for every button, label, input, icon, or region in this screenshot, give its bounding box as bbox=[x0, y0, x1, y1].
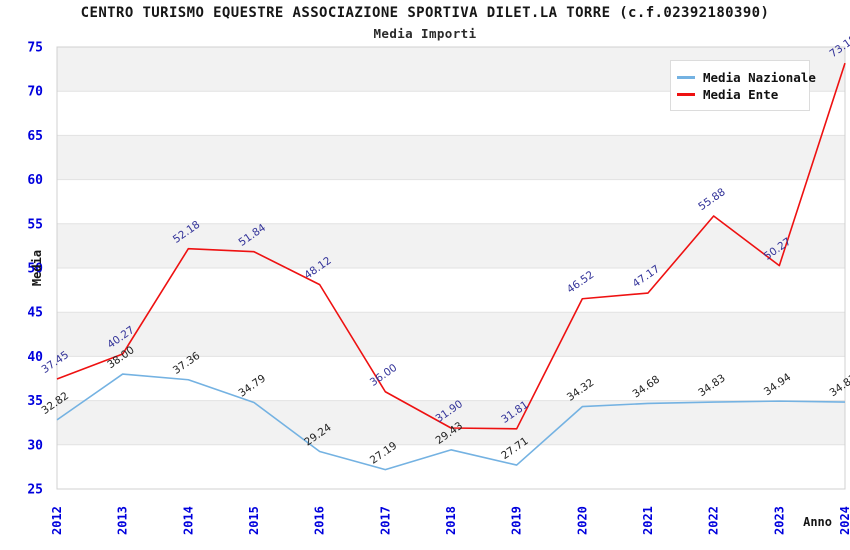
svg-text:34.94: 34.94 bbox=[762, 371, 794, 398]
svg-text:2021: 2021 bbox=[641, 506, 655, 535]
svg-text:2023: 2023 bbox=[772, 506, 786, 535]
legend-label-media-nazionale: Media Nazionale bbox=[703, 69, 816, 85]
svg-text:65: 65 bbox=[27, 129, 43, 144]
svg-text:2016: 2016 bbox=[313, 506, 327, 535]
chart-title: CENTRO TURISMO EQUESTRE ASSOCIAZIONE SPO… bbox=[80, 5, 770, 21]
svg-text:34.79: 34.79 bbox=[237, 372, 269, 399]
svg-text:34.68: 34.68 bbox=[631, 373, 663, 400]
media-nazionale-line-swatch-icon bbox=[677, 75, 695, 79]
svg-text:34.83: 34.83 bbox=[828, 372, 850, 399]
svg-text:30: 30 bbox=[27, 438, 43, 453]
x-axis-title: Anno bbox=[803, 515, 832, 529]
svg-text:70: 70 bbox=[27, 85, 43, 100]
svg-text:25: 25 bbox=[27, 483, 43, 498]
svg-text:34.32: 34.32 bbox=[565, 377, 597, 404]
svg-text:40: 40 bbox=[27, 350, 43, 365]
svg-text:2014: 2014 bbox=[181, 506, 195, 535]
svg-text:45: 45 bbox=[27, 306, 43, 321]
chart-subtitle: Media Importi bbox=[373, 26, 477, 41]
svg-text:36.00: 36.00 bbox=[368, 362, 400, 389]
svg-text:2013: 2013 bbox=[116, 506, 130, 535]
svg-text:50: 50 bbox=[27, 262, 43, 277]
svg-text:2015: 2015 bbox=[247, 506, 261, 535]
legend-item-media-nazionale: Media Nazionale bbox=[677, 69, 816, 85]
svg-text:55.88: 55.88 bbox=[696, 186, 728, 213]
svg-text:37.45: 37.45 bbox=[40, 349, 72, 376]
svg-text:46.52: 46.52 bbox=[565, 269, 597, 296]
media-ente-line-swatch-icon bbox=[677, 92, 695, 96]
svg-text:2012: 2012 bbox=[50, 506, 64, 535]
y-axis-title: Media bbox=[30, 249, 44, 287]
svg-text:2019: 2019 bbox=[510, 506, 524, 535]
svg-text:55: 55 bbox=[27, 217, 43, 232]
svg-text:35: 35 bbox=[27, 394, 43, 409]
legend-label-media-ente: Media Ente bbox=[703, 86, 779, 102]
svg-text:75: 75 bbox=[27, 41, 43, 56]
svg-text:2018: 2018 bbox=[444, 506, 458, 535]
svg-text:2020: 2020 bbox=[575, 506, 589, 535]
svg-text:2022: 2022 bbox=[707, 506, 721, 535]
svg-text:2024: 2024 bbox=[838, 506, 850, 535]
svg-text:60: 60 bbox=[27, 173, 43, 188]
legend: Media Nazionale Media Ente bbox=[670, 60, 816, 111]
svg-text:34.83: 34.83 bbox=[696, 372, 728, 399]
legend-item-media-ente: Media Ente bbox=[677, 86, 801, 102]
svg-text:2017: 2017 bbox=[378, 506, 392, 535]
